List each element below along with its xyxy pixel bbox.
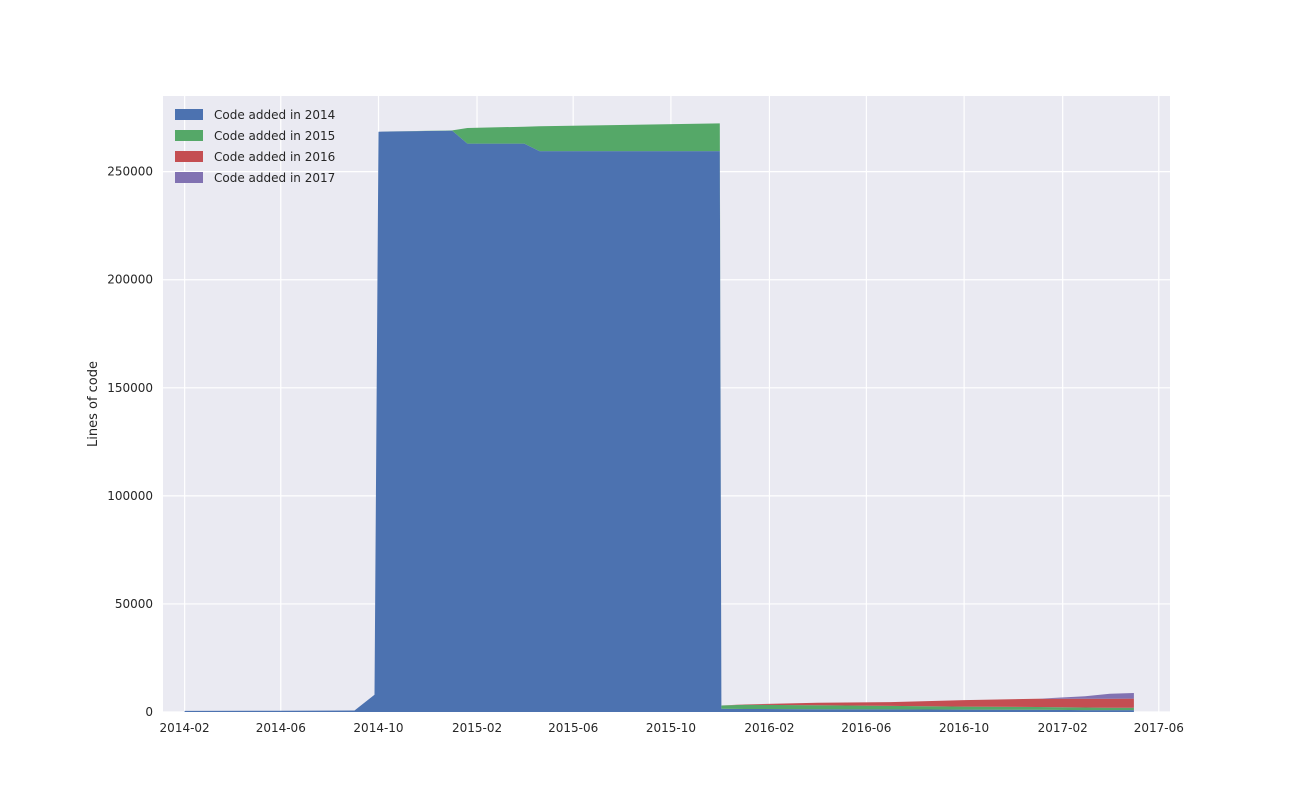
legend-swatch-2: [175, 130, 203, 141]
y-tick-label: 50000: [115, 597, 153, 611]
x-tick-label: 2016-06: [841, 721, 891, 735]
y-tick-label: 250000: [107, 165, 153, 179]
legend-swatch-4: [175, 172, 203, 183]
y-axis-label: Lines of code: [86, 361, 101, 447]
legend-label-3: Code added in 2016: [214, 150, 335, 164]
area-series: [184, 123, 1134, 713]
legend-swatch-3: [175, 151, 203, 162]
legend-label-2: Code added in 2015: [214, 129, 335, 143]
y-axis-ticks: 0 50000 100000 150000 200000 250000: [107, 165, 153, 719]
x-tick-label: 2016-02: [744, 721, 794, 735]
x-tick-label: 2014-02: [160, 721, 210, 735]
y-tick-label: 200000: [107, 273, 153, 287]
x-axis-ticks: 2014-02 2014-06 2014-10 2015-02 2015-06 2015-…: [160, 721, 1184, 735]
x-tick-label: 2015-06: [548, 721, 598, 735]
y-tick-label: 0: [145, 705, 153, 719]
area-series-1: [184, 130, 1134, 713]
legend-label-4: Code added in 2017: [214, 171, 335, 185]
legend-label-1: Code added in 2014: [214, 108, 335, 122]
legend-swatch-1: [175, 109, 203, 120]
legend: Code added in 2014 Code added in 2015 Code…: [175, 108, 335, 185]
y-tick-label: 100000: [107, 489, 153, 503]
x-tick-label: 2016-10: [939, 721, 989, 735]
x-tick-label: 2014-06: [256, 721, 306, 735]
x-tick-label: 2017-02: [1038, 721, 1088, 735]
x-tick-label: 2015-02: [452, 721, 502, 735]
y-tick-label: 150000: [107, 381, 153, 395]
x-tick-label: 2014-10: [353, 721, 403, 735]
x-tick-label: 2017-06: [1134, 721, 1184, 735]
x-tick-label: 2015-10: [646, 721, 696, 735]
